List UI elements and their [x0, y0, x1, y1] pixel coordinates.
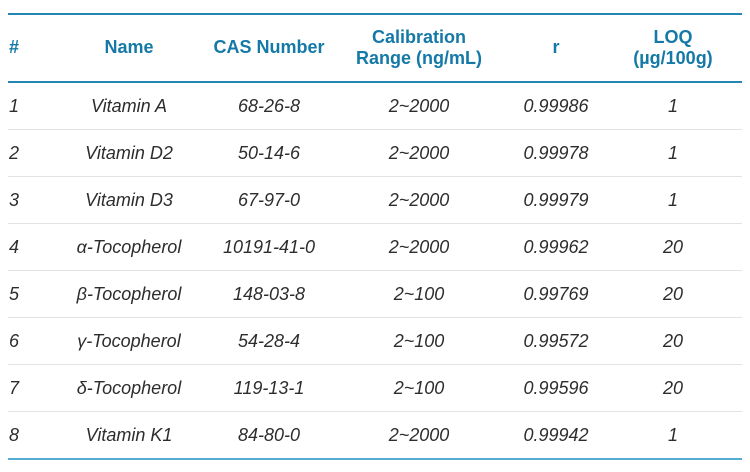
cell-calibration-range: 2~2000 [330, 129, 508, 177]
cell-name: Vitamin A [90, 95, 168, 116]
cell-r: 0.99979 [508, 176, 604, 224]
cell-name: Vitamin D3 [50, 176, 208, 224]
cell-loq: 20 [604, 270, 742, 318]
cell-cas-number: 50-14-6 [208, 129, 330, 177]
header-loq: LOQ (µg/100g) [604, 14, 742, 83]
header-loq-line2: (µg/100g) [633, 48, 713, 68]
cell-r: 0.99962 [508, 223, 604, 271]
cell-number: 1 [9, 95, 20, 116]
calibration-table-wrap: # Name CAS Number Calibration Range (ng/… [8, 13, 742, 460]
cell-number: 5 [8, 270, 50, 318]
table-row: 7 δ-Tocopherol 119-13-1 2~100 0.99596 20 [8, 364, 742, 412]
cell-loq: 20 [604, 364, 742, 412]
table-row: 5 β-Tocopherol 148-03-8 2~100 0.99769 20 [8, 270, 742, 318]
cell-loq: 1 [604, 129, 742, 177]
cell-r: 0.99978 [508, 129, 604, 177]
header-loq-line1: LOQ [653, 26, 693, 47]
cell-calibration-range: 2~2000 [330, 176, 508, 224]
cell-number: 8 [8, 411, 50, 459]
header-number-label: # [9, 37, 20, 58]
table-row: 1 Vitamin A 68-26-8 2~2000 0.99986 1 [8, 82, 742, 130]
cell-number: 6 [8, 317, 50, 365]
cell-cas-number: 68-26-8 [237, 95, 301, 116]
cell-cas-number: 10191-41-0 [208, 223, 330, 271]
cell-cas-number: 119-13-1 [208, 364, 330, 412]
header-calibration-range: Calibration Range (ng/mL) [330, 14, 508, 83]
table-header: # Name CAS Number Calibration Range (ng/… [8, 14, 742, 83]
table-body: 1 Vitamin A 68-26-8 2~2000 0.99986 1 2 Vitamin … [8, 82, 742, 459]
header-calibration-range-line1: Calibration [371, 26, 466, 47]
cell-name: δ-Tocopherol [50, 364, 208, 412]
table-row: 8 Vitamin K1 84-80-0 2~2000 0.99942 1 [8, 411, 742, 459]
calibration-table: # Name CAS Number Calibration Range (ng/… [8, 13, 742, 460]
table-row: 2 Vitamin D2 50-14-6 2~2000 0.99978 1 [8, 129, 742, 177]
cell-loq: 1 [604, 411, 742, 459]
cell-calibration-range: 2~2000 [330, 411, 508, 459]
header-number: # [8, 14, 50, 83]
cell-cas-number: 67-97-0 [208, 176, 330, 224]
table-row: 4 α-Tocopherol 10191-41-0 2~2000 0.99962 20 [8, 223, 742, 271]
cell-r: 0.99986 [523, 95, 589, 116]
cell-calibration-range: 2~100 [330, 270, 508, 318]
cell-name: γ-Tocopherol [50, 317, 208, 365]
cell-calibration-range: 2~100 [330, 364, 508, 412]
cell-r: 0.99572 [508, 317, 604, 365]
cell-cas-number: 84-80-0 [208, 411, 330, 459]
cell-calibration-range: 2~100 [330, 317, 508, 365]
cell-cas-number: 54-28-4 [208, 317, 330, 365]
header-row: # Name CAS Number Calibration Range (ng/… [8, 14, 742, 83]
cell-r: 0.99596 [508, 364, 604, 412]
cell-loq: 20 [604, 317, 742, 365]
cell-name: α-Tocopherol [50, 223, 208, 271]
header-r-label: r [552, 37, 560, 58]
cell-loq: 20 [604, 223, 742, 271]
table-row: 3 Vitamin D3 67-97-0 2~2000 0.99979 1 [8, 176, 742, 224]
cell-name: Vitamin D2 [50, 129, 208, 177]
cell-cas-number: 148-03-8 [208, 270, 330, 318]
cell-number: 4 [8, 223, 50, 271]
header-name: Name [50, 14, 208, 83]
cell-name: Vitamin K1 [50, 411, 208, 459]
cell-r: 0.99769 [508, 270, 604, 318]
cell-loq: 1 [667, 95, 678, 116]
header-calibration-range-line2: Range (ng/mL) [356, 48, 482, 68]
header-r: r [508, 14, 604, 83]
header-cas-number-label: CAS Number [213, 37, 325, 58]
table-row: 6 γ-Tocopherol 54-28-4 2~100 0.99572 20 [8, 317, 742, 365]
cell-loq: 1 [604, 176, 742, 224]
header-cas-number: CAS Number [208, 14, 330, 83]
cell-calibration-range: 2~2000 [388, 95, 450, 116]
cell-number: 3 [8, 176, 50, 224]
cell-number: 7 [8, 364, 50, 412]
cell-name: β-Tocopherol [50, 270, 208, 318]
cell-calibration-range: 2~2000 [330, 223, 508, 271]
cell-r: 0.99942 [508, 411, 604, 459]
header-name-label: Name [104, 37, 154, 58]
cell-number: 2 [8, 129, 50, 177]
